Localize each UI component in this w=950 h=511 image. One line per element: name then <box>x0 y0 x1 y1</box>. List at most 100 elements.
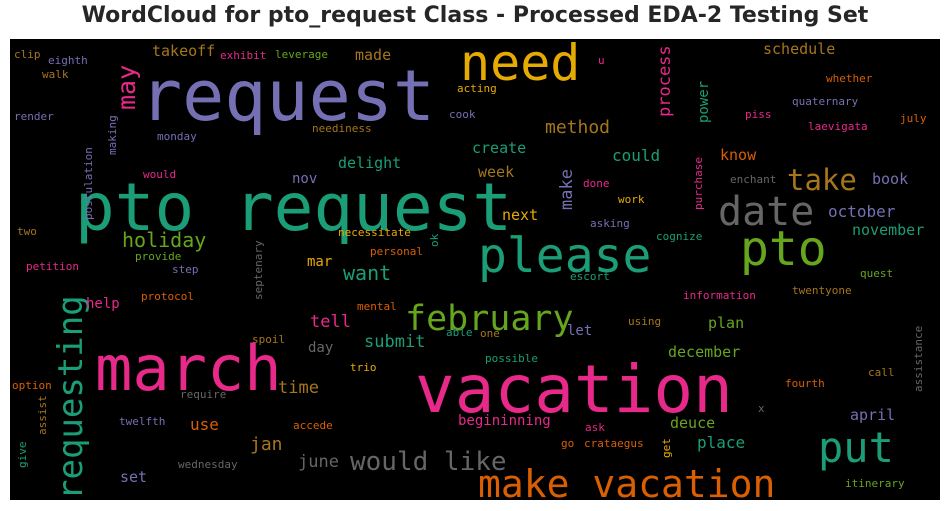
word-request: request <box>140 55 435 137</box>
word-accede: accede <box>293 419 333 432</box>
word-fourth: fourth <box>785 377 825 390</box>
word-schedule: schedule <box>763 40 835 58</box>
word-give: give <box>16 442 29 469</box>
wordcloud-svg: request pto request vacation march need pto pl… <box>12 39 927 500</box>
word-itinerary: itinerary <box>845 477 905 490</box>
word-cognize: cognize <box>656 230 702 243</box>
word-need: need <box>460 39 580 92</box>
word-cook: cook <box>449 108 476 121</box>
word-jan: jan <box>250 434 283 455</box>
word-twelfth: twelfth <box>119 415 165 428</box>
word-neediness: neediness <box>312 122 372 135</box>
word-assist: assist <box>36 395 49 435</box>
word-could: could <box>612 146 660 165</box>
word-help: help <box>86 296 120 312</box>
word-tell: tell <box>310 312 351 332</box>
word-quaternary: quaternary <box>792 95 859 108</box>
word-may: may <box>112 65 141 110</box>
word-july: july <box>900 112 927 125</box>
word-step: step <box>172 263 199 276</box>
word-escort: escort <box>570 270 610 283</box>
word-process: process <box>655 45 675 117</box>
word-set: set <box>120 468 147 486</box>
word-requesting: requesting <box>51 295 91 500</box>
word-making: making <box>106 115 119 155</box>
word-septenary: septenary <box>252 240 265 300</box>
word-method: method <box>545 117 610 138</box>
word-create: create <box>472 139 526 157</box>
word-november: november <box>852 221 924 239</box>
wordcloud-canvas: request pto request vacation march need pto pl… <box>10 39 940 500</box>
word-let: let <box>567 323 592 339</box>
word-leverage: leverage <box>275 48 328 61</box>
word-time: time <box>278 378 319 398</box>
word-april: april <box>850 406 895 424</box>
word-book: book <box>872 170 908 188</box>
word-put: put <box>818 423 894 472</box>
word-plan: plan <box>708 314 744 332</box>
word-postulation: postulation <box>82 147 95 220</box>
word-able: able <box>446 326 473 339</box>
word-would: would <box>143 168 176 181</box>
word-personal: personal <box>370 245 423 258</box>
word-done: done <box>583 177 610 190</box>
word-would-like: would like <box>350 447 507 477</box>
word-crataegus: crataegus <box>584 437 644 450</box>
word-quest: quest <box>860 267 893 280</box>
word-made: made <box>355 46 391 64</box>
word-day: day <box>308 340 333 356</box>
word-delight: delight <box>338 154 401 172</box>
word-power: power <box>696 81 712 123</box>
word-holiday: holiday <box>122 228 206 252</box>
word-u: u <box>598 54 605 67</box>
word-two: two <box>17 225 37 238</box>
word-option: option <box>12 379 52 392</box>
word-protocol: protocol <box>141 290 194 303</box>
chart-title: WordCloud for pto_request Class - Proces… <box>81 3 869 28</box>
word-asking: asking <box>590 217 630 230</box>
word-march: march <box>95 332 282 405</box>
word-exhibit: exhibit <box>220 49 266 62</box>
word-use: use <box>190 415 219 434</box>
word-deuce: deuce <box>670 414 715 432</box>
word-x: x <box>758 402 765 415</box>
word-go: go <box>561 437 574 450</box>
word-mental: mental <box>357 300 397 313</box>
word-require: require <box>180 388 226 401</box>
word-trio: trio <box>350 361 377 374</box>
word-ok: ok <box>428 233 441 247</box>
word-one: one <box>480 327 500 340</box>
word-takeoff: takeoff <box>152 42 215 60</box>
word-begininning: begininning <box>458 413 551 429</box>
word-submit: submit <box>364 332 425 352</box>
word-week: week <box>478 163 514 181</box>
word-walk: walk <box>42 68 69 81</box>
word-work: work <box>618 193 645 206</box>
word-twentyone: twentyone <box>792 284 852 297</box>
word-enchant: enchant <box>730 173 776 186</box>
word-vacation: vacation <box>415 351 733 428</box>
word-nov: nov <box>292 171 317 187</box>
word-date: date <box>718 189 814 235</box>
word-october: october <box>828 202 896 221</box>
word-petition: petition <box>26 260 79 273</box>
word-provide: provide <box>135 250 181 263</box>
word-piss: piss <box>745 108 772 121</box>
word-want: want <box>343 261 391 285</box>
word-february: february <box>405 299 574 339</box>
word-place: place <box>697 433 745 452</box>
word-whether: whether <box>826 72 873 85</box>
word-necessitate: necessitate <box>338 226 411 239</box>
word-laevigata: laevigata <box>808 120 868 133</box>
word-render: render <box>14 110 54 123</box>
word-get: get <box>660 438 673 458</box>
word-call: call <box>868 366 895 379</box>
word-using: using <box>628 315 661 328</box>
word-acting: acting <box>457 82 497 95</box>
word-monday: monday <box>157 130 197 143</box>
word-mar: mar <box>307 254 332 270</box>
word-ask: ask <box>585 421 605 434</box>
word-make-vacation: make vacation <box>478 462 775 500</box>
word-please: please <box>478 228 651 284</box>
word-pto-request: pto request <box>75 169 512 246</box>
